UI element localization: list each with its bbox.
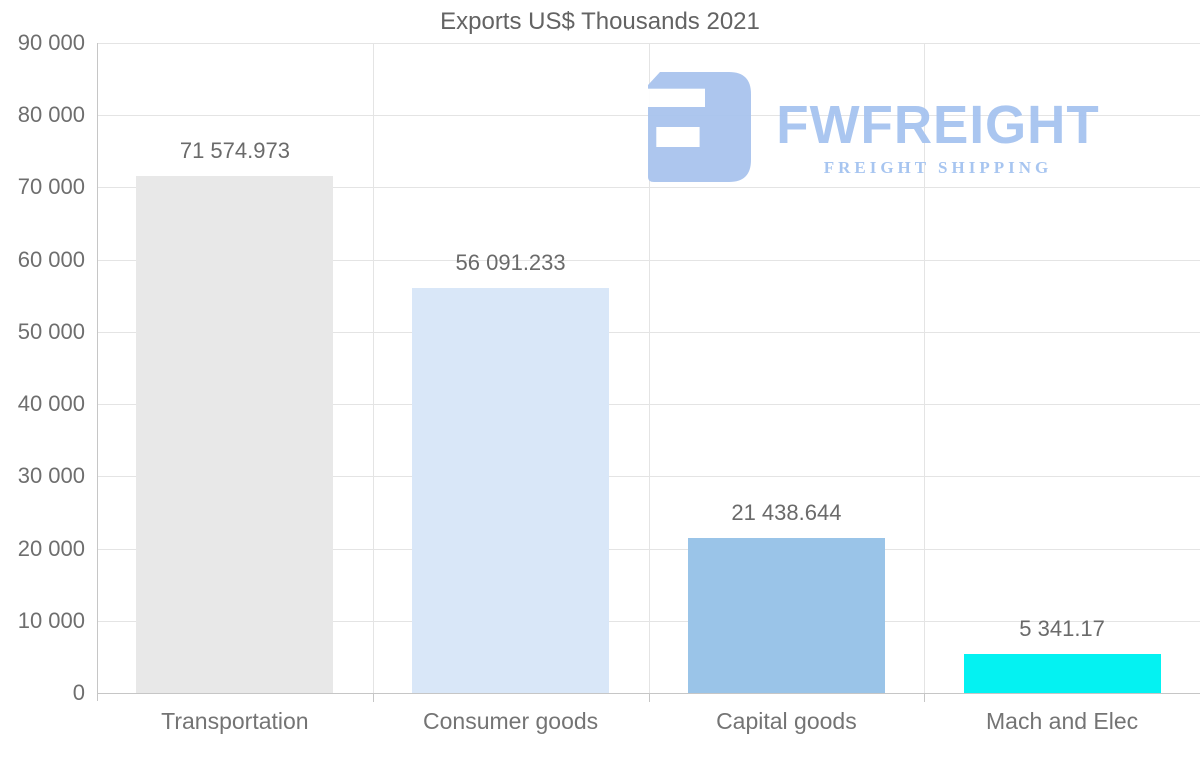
brand-text-block: FWFREIGHT FREIGHT SHIPPING xyxy=(773,72,1103,178)
bar-value-label: 56 091.233 xyxy=(455,249,566,275)
x-axis-tick xyxy=(924,694,926,702)
y-axis-tick-label: 30 000 xyxy=(17,463,85,489)
v-gridline xyxy=(924,43,926,693)
y-axis-tick-label: 60 000 xyxy=(17,246,85,272)
fwfreight-logo-icon xyxy=(648,72,751,182)
bar xyxy=(412,287,610,693)
y-axis-tick-label: 0 xyxy=(72,680,85,705)
x-axis-category-label: Mach and Elec xyxy=(986,708,1139,734)
y-axis-tick-label: 10 000 xyxy=(17,607,85,633)
bar xyxy=(687,538,885,693)
x-axis-category-label: Consumer goods xyxy=(423,708,599,734)
brand-tagline: FREIGHT SHIPPING xyxy=(823,158,1053,177)
brand-watermark: FWFREIGHT FREIGHT SHIPPING xyxy=(648,72,1103,182)
y-axis-tick-label: 20 000 xyxy=(17,535,85,561)
chart-title: Exports US$ Thousands 2021 xyxy=(440,8,760,35)
v-gridline xyxy=(372,43,374,693)
y-axis-line xyxy=(97,43,98,701)
bar-value-label: 5 341.17 xyxy=(1019,616,1105,642)
x-axis-tick xyxy=(372,694,374,702)
y-axis-tick-label: 50 000 xyxy=(17,318,85,344)
brand-name: FWFREIGHT xyxy=(776,95,1100,155)
y-axis-tick-label: 40 000 xyxy=(17,391,85,417)
bar-value-label: 21 438.644 xyxy=(731,500,842,526)
bar-value-label: 71 574.973 xyxy=(179,138,290,164)
bar xyxy=(963,654,1161,693)
x-axis-tick xyxy=(648,694,650,702)
x-axis-line xyxy=(97,693,1200,694)
v-gridline xyxy=(648,43,650,693)
y-axis-tick-label: 80 000 xyxy=(17,102,85,128)
y-axis-tick-label: 70 000 xyxy=(17,174,85,200)
y-axis-tick-label: 90 000 xyxy=(17,30,85,55)
x-axis-category-label: Capital goods xyxy=(716,708,857,734)
bar xyxy=(136,176,334,693)
x-axis-category-label: Transportation xyxy=(161,708,309,734)
